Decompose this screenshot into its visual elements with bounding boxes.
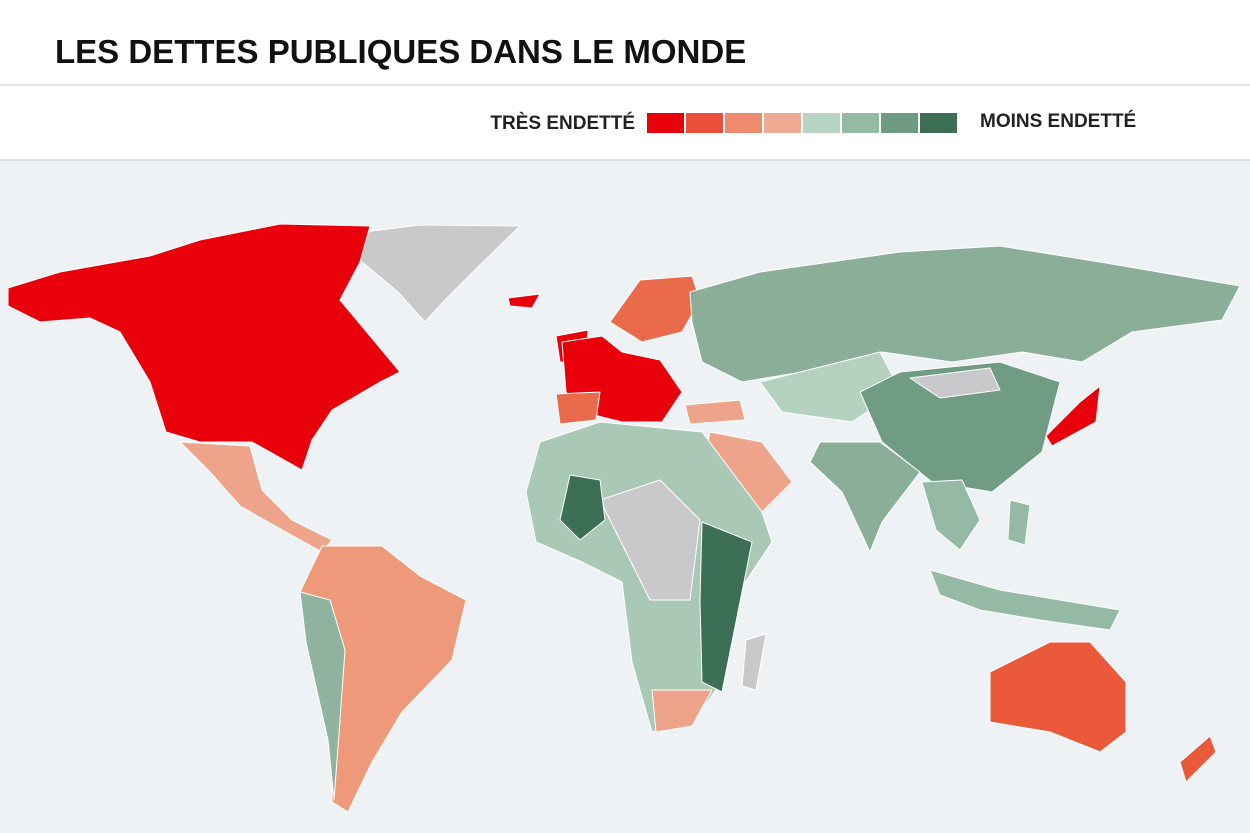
page-title: LES DETTES PUBLIQUES DANS LE MONDE [55, 33, 746, 70]
southeast-asia [921, 479, 981, 551]
sahel-central-africa [599, 479, 701, 601]
madagascar [741, 633, 767, 691]
iceland [507, 293, 541, 309]
east-africa [699, 521, 753, 693]
iberia [555, 391, 601, 425]
south-africa [651, 689, 713, 733]
china [859, 361, 1061, 493]
japan [1045, 385, 1101, 447]
legend-swatch [803, 113, 840, 133]
india [809, 441, 921, 553]
new-zealand [1179, 735, 1217, 783]
legend-swatch [764, 113, 801, 133]
legend-swatch [686, 113, 723, 133]
mongolia [909, 367, 1001, 399]
indonesia [929, 569, 1121, 631]
australia [989, 641, 1127, 753]
legend-low-label: MOINS ENDETTÉ [980, 110, 1136, 132]
legend-high-label: TRÈS ENDETTÉ [490, 112, 635, 134]
legend-swatch [647, 113, 684, 133]
legend-swatch [842, 113, 879, 133]
west-africa [559, 474, 606, 541]
legend-scale [647, 113, 957, 133]
turkey [684, 399, 746, 425]
greenland [339, 224, 521, 323]
world-map [7, 223, 1241, 813]
north-america [7, 223, 401, 471]
legend-swatch [725, 113, 762, 133]
philippines [1007, 499, 1031, 546]
legend-swatch [920, 113, 957, 133]
legend-swatch [881, 113, 918, 133]
russia [689, 245, 1241, 383]
andes-countries [299, 591, 346, 801]
